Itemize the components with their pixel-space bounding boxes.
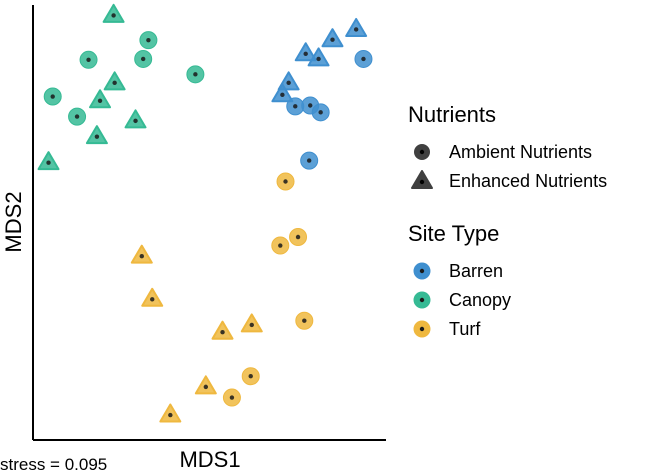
point-center-dot [193, 72, 198, 77]
point-center-dot [140, 56, 146, 62]
point-center-dot [97, 98, 103, 103]
legend-label-canopy: Canopy [449, 290, 511, 310]
canopy-ambient-point [43, 87, 62, 106]
canopy-ambient-point [139, 31, 158, 50]
turf-ambient-point [241, 367, 260, 386]
canopy-ambient-point [68, 107, 87, 126]
barren-enhanced-point [294, 42, 317, 62]
point-center-dot [112, 80, 117, 86]
point-center-dot [293, 104, 298, 109]
barren-enhanced-point [307, 47, 330, 67]
turf-enhanced-point [211, 320, 234, 340]
point-center-dot [203, 384, 209, 390]
point-center-dot [146, 37, 151, 43]
legend-item-canopy: Canopy [413, 290, 511, 310]
barren-ambient-point [311, 103, 330, 122]
barren-ambient-point [300, 151, 319, 170]
point-center-dot [303, 51, 308, 57]
point-center-dot [220, 330, 225, 335]
legend-canopy-dot-icon [419, 297, 425, 303]
canopy-enhanced-point [102, 3, 125, 23]
turf-enhanced-point [194, 375, 217, 395]
point-center-dot [86, 57, 91, 63]
legend-item-ambient: Ambient Nutrients [414, 142, 592, 162]
turf-enhanced-point [130, 244, 153, 264]
point-center-dot [286, 80, 291, 86]
point-center-dot [46, 160, 51, 165]
turf-ambient-point [222, 388, 241, 407]
point-center-dot [330, 37, 335, 42]
legend-title-site-type: Site Type [408, 221, 499, 246]
canopy-ambient-point [186, 65, 205, 84]
barren-ambient-point [286, 97, 305, 116]
point-center-dot [361, 56, 366, 62]
point-center-dot [50, 94, 55, 99]
turf-enhanced-point [141, 287, 164, 307]
data-points [37, 3, 373, 423]
legend-label-turf: Turf [449, 319, 481, 339]
point-center-dot [133, 118, 138, 124]
legend-turf-dot-icon [419, 326, 425, 332]
legend-item-enhanced: Enhanced Nutrients [411, 170, 607, 191]
barren-enhanced-point [321, 28, 344, 48]
point-center-dot [168, 412, 173, 418]
turf-enhanced-point [159, 403, 182, 423]
point-center-dot [353, 27, 359, 32]
canopy-enhanced-point [37, 151, 60, 171]
point-center-dot [295, 234, 301, 240]
turf-ambient-point [289, 228, 308, 247]
legend-item-turf: Turf [413, 319, 481, 339]
legend-label-ambient: Ambient Nutrients [449, 142, 592, 162]
turf-ambient-point [276, 172, 295, 191]
point-center-dot [74, 114, 80, 119]
barren-enhanced-point [271, 83, 294, 103]
legend-triangle-dot-icon [419, 179, 425, 185]
canopy-enhanced-point [103, 71, 126, 91]
point-center-dot [94, 134, 100, 139]
legend-barren-dot-icon [419, 268, 425, 274]
point-center-dot [229, 395, 235, 400]
plot-area [32, 3, 386, 441]
canopy-ambient-point [134, 49, 153, 68]
canopy-ambient-point [79, 50, 98, 69]
legend-triangle-icon [411, 170, 433, 189]
point-center-dot [316, 56, 321, 62]
legend-circle-dot-icon [419, 149, 425, 155]
point-center-dot [150, 297, 155, 302]
turf-enhanced-point [240, 313, 263, 333]
point-center-dot [111, 13, 116, 18]
barren-ambient-point [354, 49, 373, 68]
x-axis-title: MDS1 [179, 447, 240, 472]
point-center-dot [249, 322, 254, 328]
point-center-dot [278, 243, 283, 248]
canopy-enhanced-point [89, 89, 112, 109]
point-center-dot [283, 179, 288, 184]
canopy-enhanced-point [124, 109, 147, 129]
legend-label-enhanced: Enhanced Nutrients [449, 171, 607, 191]
turf-ambient-point [271, 236, 290, 255]
point-center-dot [248, 374, 253, 379]
legend-title-nutrients: Nutrients [408, 102, 496, 127]
legend: Nutrients Ambient Nutrients Enhanced Nut… [408, 102, 607, 339]
stress-annotation: stress = 0.095 [0, 455, 107, 474]
legend-label-barren: Barren [449, 261, 503, 281]
point-center-dot [306, 158, 312, 163]
turf-ambient-point [295, 311, 314, 330]
point-center-dot [302, 318, 307, 323]
barren-enhanced-point [345, 17, 368, 37]
point-center-dot [318, 110, 323, 115]
y-axis-title: MDS2 [1, 191, 26, 252]
legend-item-barren: Barren [413, 261, 503, 281]
canopy-enhanced-point [85, 125, 108, 145]
point-center-dot [139, 254, 144, 259]
point-center-dot [280, 92, 285, 98]
point-center-dot [308, 103, 313, 108]
